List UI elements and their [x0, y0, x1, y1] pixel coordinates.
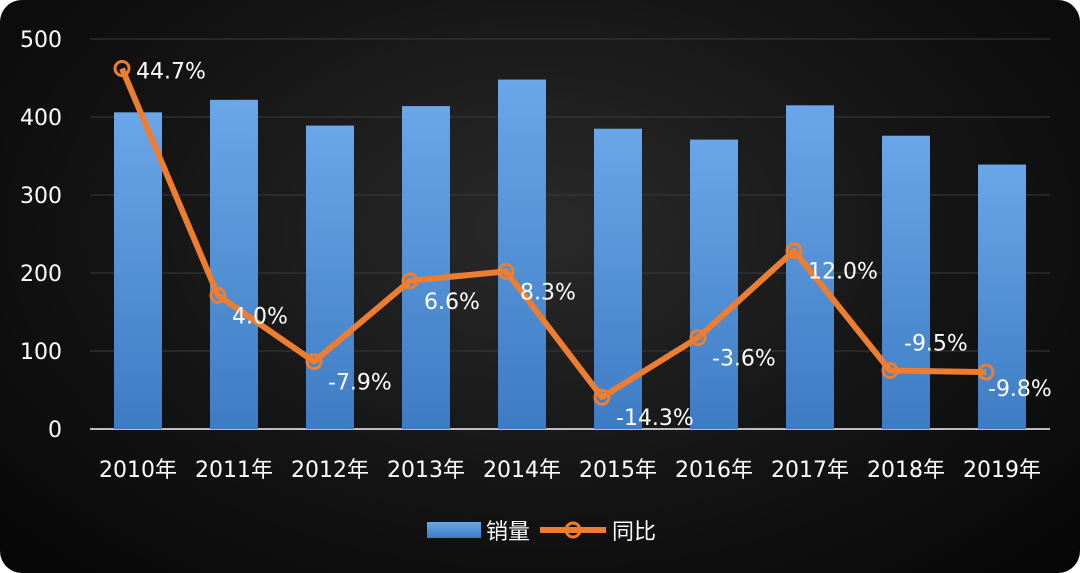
- line-point: [401, 272, 419, 290]
- x-tick-label: 2010年: [99, 458, 177, 483]
- line-point: [305, 353, 323, 371]
- y-tick-label: 400: [20, 106, 62, 131]
- x-tick-label: 2012年: [291, 458, 369, 483]
- x-axis-ticks: 2010年 2011年 2012年 2013年 2014年 2015年 2016年 2017年…: [99, 458, 1041, 483]
- data-label: -9.5%: [904, 332, 968, 357]
- x-tick-label: 2013年: [387, 458, 465, 483]
- y-tick-label: 500: [20, 28, 62, 53]
- y-tick-label: 0: [48, 418, 62, 443]
- y-axis-ticks: 0 100 200 300 400 500: [20, 28, 62, 443]
- data-label: -7.9%: [328, 371, 392, 396]
- bar: [882, 135, 930, 429]
- line-path: [119, 67, 987, 401]
- legend-label-bar: 销量: [486, 520, 530, 545]
- x-tick-label: 2018年: [867, 458, 945, 483]
- data-label: -3.6%: [712, 347, 776, 372]
- data-label: 8.3%: [520, 280, 576, 305]
- data-label: 6.6%: [424, 290, 480, 315]
- bar: [498, 79, 546, 429]
- bar-series: [114, 79, 1026, 430]
- legend: 销量 同比: [427, 520, 656, 545]
- legend-marker-line: [564, 521, 582, 539]
- line-point: [785, 242, 803, 260]
- x-tick-label: 2015年: [579, 458, 657, 483]
- line-point: [593, 388, 611, 406]
- bar: [210, 99, 258, 429]
- data-label: -14.3%: [616, 406, 694, 431]
- bar: [402, 106, 450, 429]
- line-point: [497, 262, 515, 280]
- y-tick-label: 200: [20, 262, 62, 287]
- bar: [306, 125, 354, 429]
- legend-swatch-bar: [427, 522, 481, 538]
- bar: [978, 164, 1026, 429]
- x-tick-label: 2011年: [195, 458, 273, 483]
- x-tick-label: 2019年: [963, 458, 1041, 483]
- x-tick-label: 2017年: [771, 458, 849, 483]
- line-point: [113, 60, 131, 78]
- line-series: 44.7% 4.0% -7.9% 6.6% 8.3% -14.3% -3.6% 12.0% -9…: [113, 60, 1052, 431]
- bar: [690, 139, 738, 429]
- line-point: [977, 363, 995, 381]
- data-label: -9.8%: [988, 377, 1052, 402]
- line-point: [881, 362, 899, 379]
- line-point: [689, 329, 707, 347]
- line-point: [209, 286, 227, 304]
- data-label: 12.0%: [808, 260, 878, 285]
- y-tick-label: 300: [20, 184, 62, 209]
- x-tick-label: 2016年: [675, 458, 753, 483]
- y-tick-label: 100: [20, 340, 62, 365]
- data-label: 4.0%: [232, 304, 288, 329]
- data-label: 44.7%: [136, 60, 206, 85]
- legend-label-line: 同比: [612, 520, 656, 545]
- bar: [114, 112, 162, 429]
- x-tick-label: 2014年: [483, 458, 561, 483]
